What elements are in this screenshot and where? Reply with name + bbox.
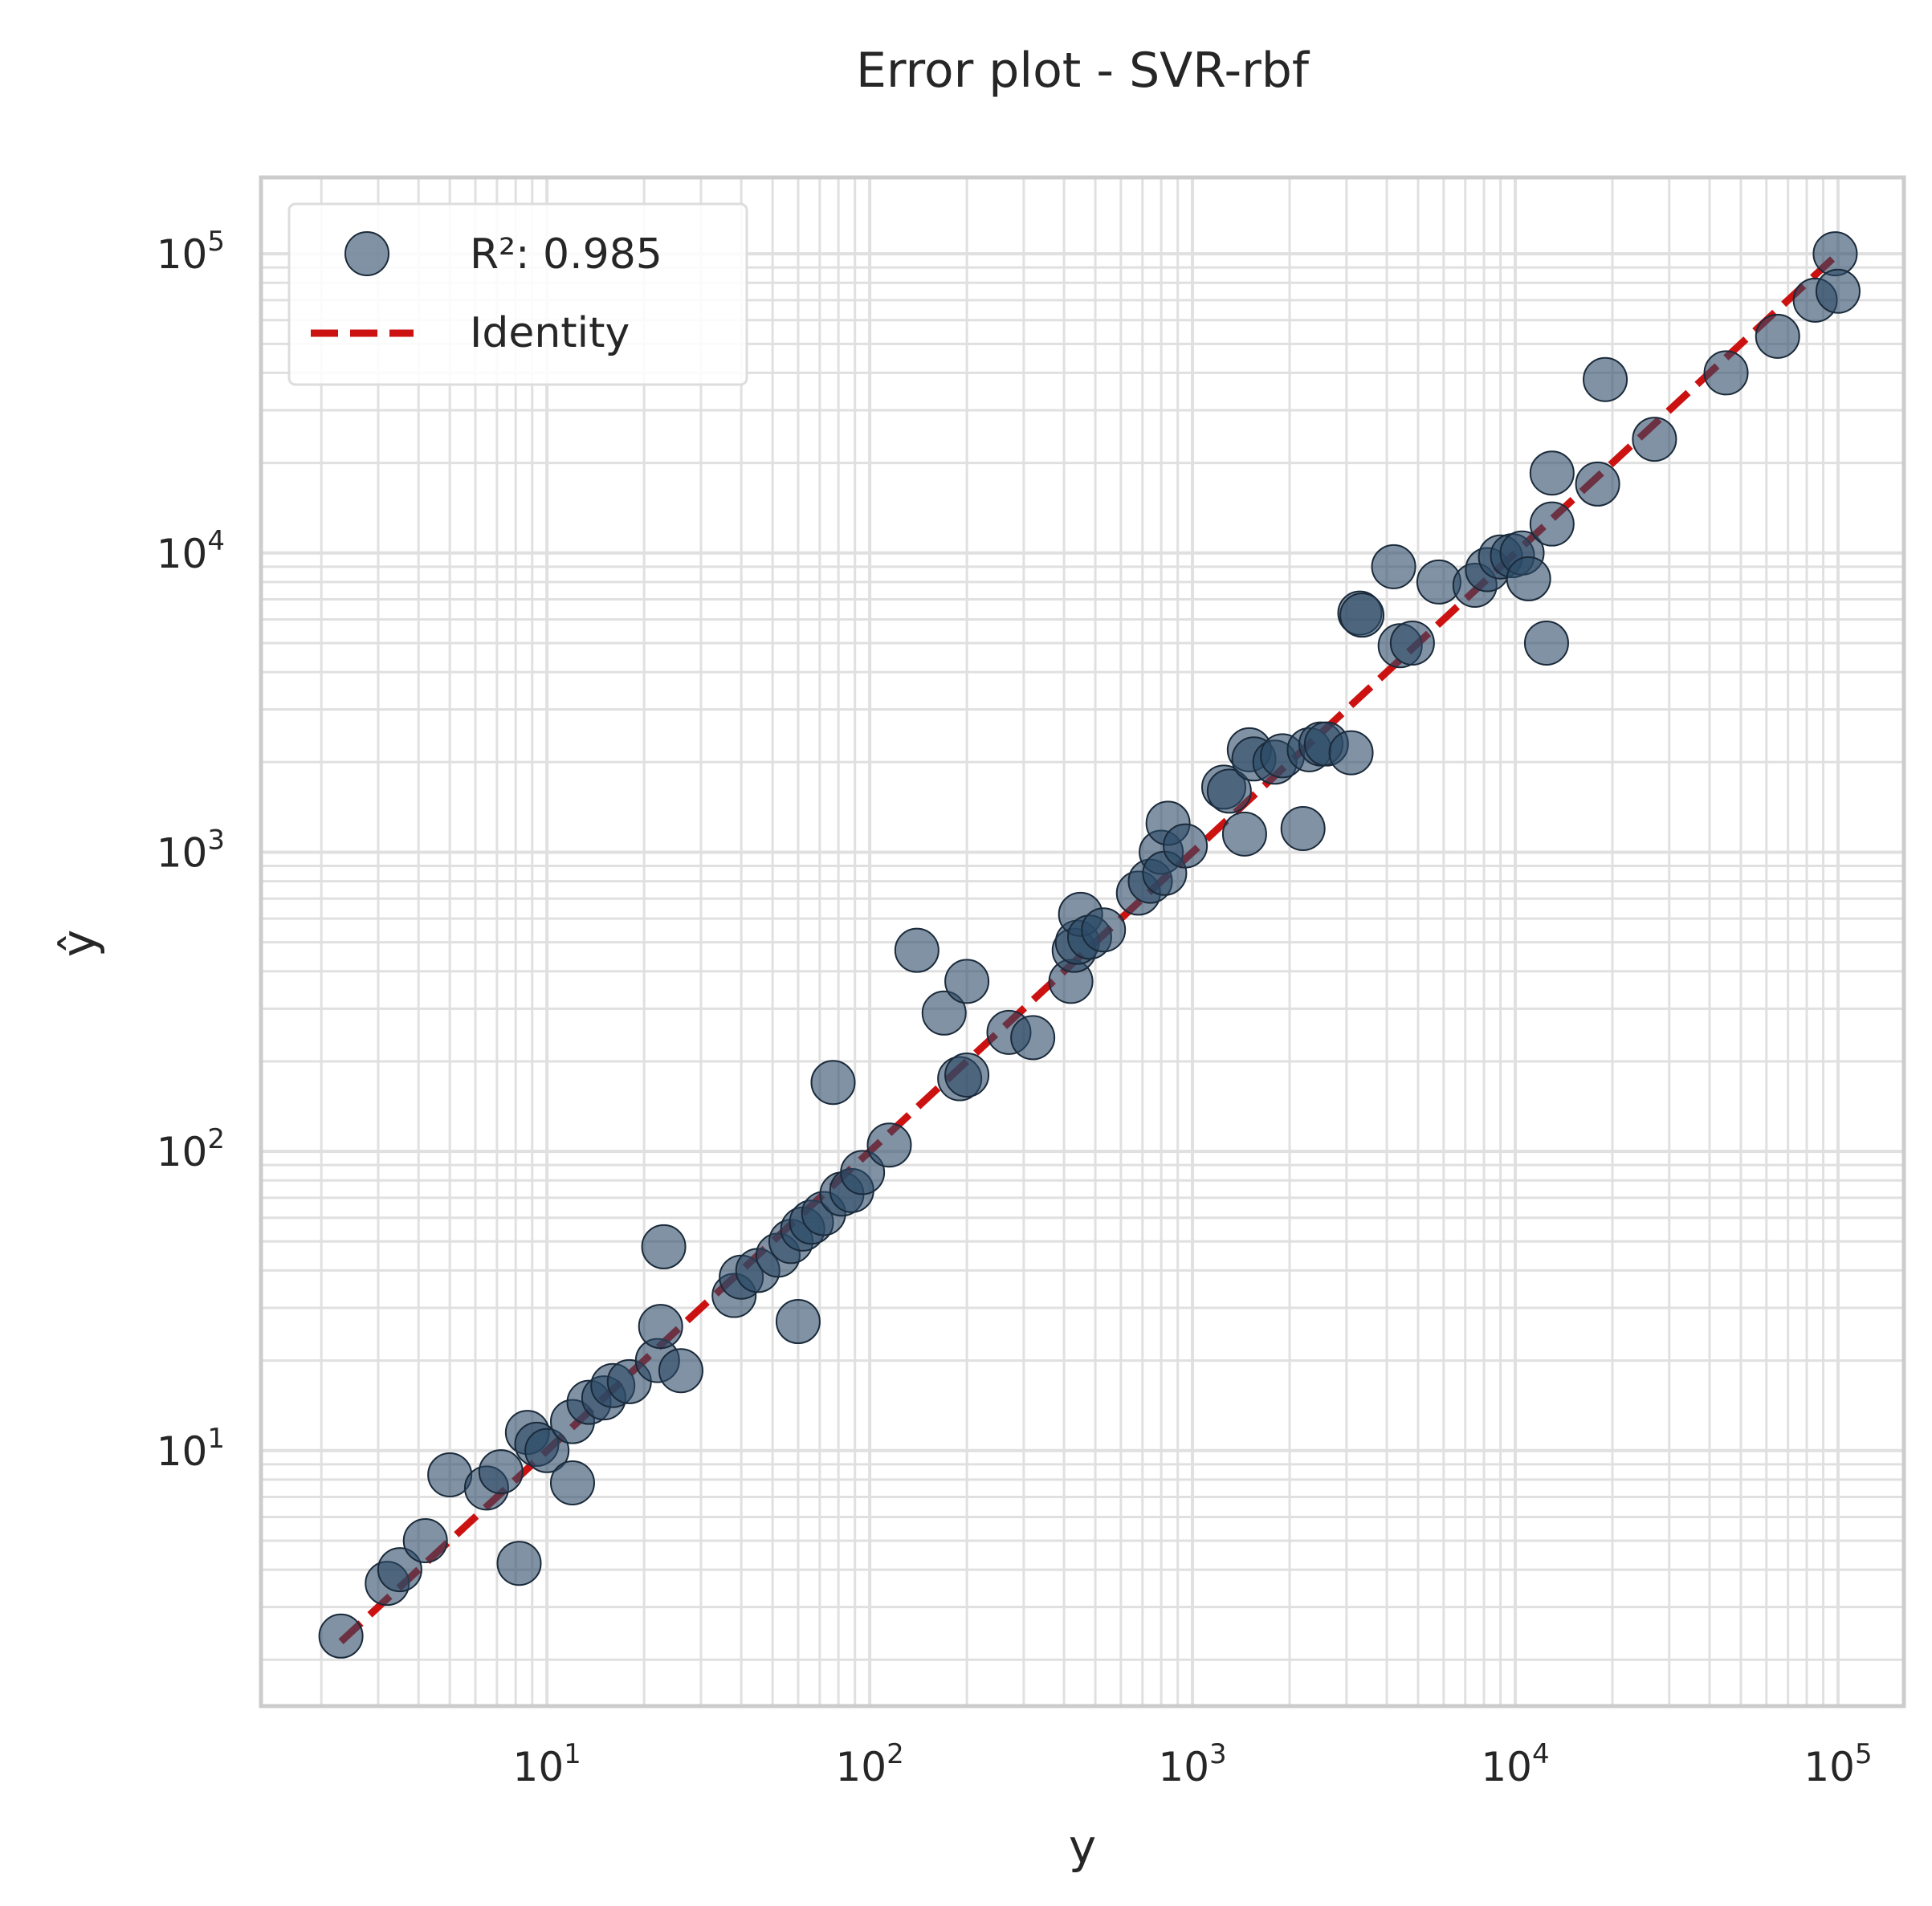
legend-label-scatter: R²: 0.985 [470,230,662,279]
scatter-point [1529,450,1575,496]
scatter-point [549,1460,595,1506]
scatter-point [1506,556,1551,601]
scatter-point [377,1547,422,1593]
scatter-point [810,1060,856,1106]
x-tick-label: 104 [1481,1738,1549,1790]
y-axis-label: ŷ [51,930,106,957]
scatter-point [1575,461,1620,507]
scatter-point [866,1122,912,1168]
legend-marker-scatter [344,231,389,276]
y-axis-ticks: 101 102 103 104 105 [157,226,225,1475]
scatter-point [1206,768,1252,814]
scatter-point [1523,620,1569,666]
scatter-point [402,1517,448,1563]
scatter-point [894,927,940,973]
scatter-point [1632,417,1677,462]
chart-title: Error plot - SVR-rbf [856,43,1310,99]
scatter-point [921,990,967,1036]
x-tick-label: 101 [513,1738,581,1790]
scatter-point [1010,1015,1056,1061]
y-tick-label: 104 [157,525,225,577]
plot-frame [259,175,1906,1708]
scatter-point [1755,313,1800,359]
y-tick-label: 103 [157,824,225,876]
scatter-point [1221,811,1267,857]
scatter-point [1529,501,1575,547]
scatter-point [1163,823,1209,869]
x-tick-label: 103 [1158,1738,1226,1790]
x-tick-label: 102 [835,1738,903,1790]
scatter-point [318,1613,364,1659]
scatter-point [1280,805,1326,851]
legend-box [287,202,748,386]
scatter-point [1703,350,1749,396]
scatter-point [496,1541,542,1586]
scatter-point [524,1427,570,1473]
scatter-point [1389,620,1435,666]
scatter-point [944,959,990,1004]
legend: R²: 0.985 Identity [287,202,748,386]
scatter-point [1328,730,1374,776]
scatter-point [641,1224,687,1269]
y-tick-label: 101 [157,1423,225,1475]
legend-label-identity: Identity [470,309,630,357]
scatter-point [658,1348,703,1394]
scatter-point [1081,907,1127,953]
y-tick-label: 102 [157,1123,225,1175]
x-axis-ticks: 101 102 103 104 105 [513,1738,1873,1790]
scatter-point [1339,593,1385,638]
scatter-point [944,1052,990,1098]
scatter-point [1371,544,1416,589]
x-axis-label: y [1069,1819,1096,1874]
y-tick-label: 105 [157,226,225,278]
scatter-point [775,1299,821,1345]
x-tick-label: 105 [1804,1738,1872,1790]
scatter-point [840,1150,886,1195]
scatter-point [1815,268,1861,314]
scatter-point [638,1304,683,1350]
scatter-point [478,1449,524,1495]
scatter-points [318,231,1861,1659]
scatter-point [1583,356,1628,402]
